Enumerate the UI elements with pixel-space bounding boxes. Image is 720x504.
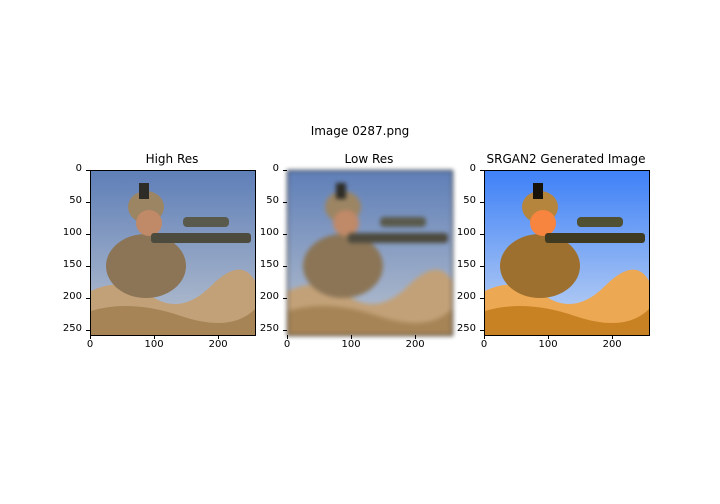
y-tick-label: 150 — [456, 259, 476, 271]
x-tick-label: 100 — [538, 339, 558, 350]
x-tick-mark — [90, 335, 91, 339]
y-tick-mark — [86, 298, 90, 300]
x-tick-label: 100 — [341, 339, 361, 350]
y-tick-label: 200 — [62, 291, 82, 303]
panel-title-2: SRGAN2 Generated Image — [486, 152, 646, 166]
x-tick-label: 0 — [86, 339, 94, 350]
y-tick-label: 250 — [62, 323, 82, 335]
y-tick-mark — [480, 298, 484, 300]
x-tick-mark — [415, 335, 417, 339]
y-tick-mark — [480, 202, 484, 204]
y-tick-label: 100 — [259, 227, 279, 239]
x-tick-mark — [154, 335, 156, 339]
y-tick-label: 250 — [456, 323, 476, 335]
y-tick-mark — [480, 170, 484, 171]
panel-image-0 — [90, 170, 256, 336]
y-tick-label: 0 — [272, 163, 279, 174]
panel-title-1: Low Res — [344, 152, 394, 166]
y-tick-label: 200 — [259, 291, 279, 303]
y-tick-label: 150 — [62, 259, 82, 271]
figure-suptitle: Image 0287.png — [310, 124, 410, 138]
y-tick-label: 50 — [463, 195, 476, 207]
y-tick-label: 0 — [75, 163, 82, 174]
y-tick-mark — [283, 298, 287, 300]
y-tick-mark — [283, 234, 287, 236]
y-tick-label: 0 — [469, 163, 476, 174]
panel-image-2 — [484, 170, 650, 336]
x-tick-mark — [218, 335, 220, 339]
x-tick-label: 0 — [480, 339, 488, 350]
y-tick-mark — [283, 330, 287, 332]
x-tick-mark — [351, 335, 353, 339]
x-tick-label: 200 — [602, 339, 622, 350]
y-tick-mark — [480, 330, 484, 332]
y-tick-label: 200 — [456, 291, 476, 303]
y-tick-mark — [86, 330, 90, 332]
x-tick-mark — [287, 335, 288, 339]
x-tick-mark — [612, 335, 614, 339]
y-tick-mark — [480, 234, 484, 236]
y-tick-mark — [283, 202, 287, 204]
x-tick-label: 200 — [405, 339, 425, 350]
y-tick-label: 50 — [69, 195, 82, 207]
panel-image-1 — [287, 170, 453, 336]
x-tick-label: 100 — [144, 339, 164, 350]
y-tick-label: 100 — [62, 227, 82, 239]
y-tick-label: 150 — [259, 259, 279, 271]
x-tick-label: 200 — [208, 339, 228, 350]
y-tick-mark — [86, 170, 90, 171]
y-tick-label: 100 — [456, 227, 476, 239]
y-tick-mark — [283, 170, 287, 171]
y-tick-mark — [86, 202, 90, 204]
y-tick-mark — [86, 266, 90, 268]
y-tick-mark — [480, 266, 484, 268]
x-tick-label: 0 — [283, 339, 291, 350]
x-tick-mark — [548, 335, 550, 339]
panel-title-0: High Res — [145, 152, 199, 166]
y-tick-label: 250 — [259, 323, 279, 335]
y-tick-label: 50 — [266, 195, 279, 207]
y-tick-mark — [283, 266, 287, 268]
x-tick-mark — [484, 335, 485, 339]
y-tick-mark — [86, 234, 90, 236]
